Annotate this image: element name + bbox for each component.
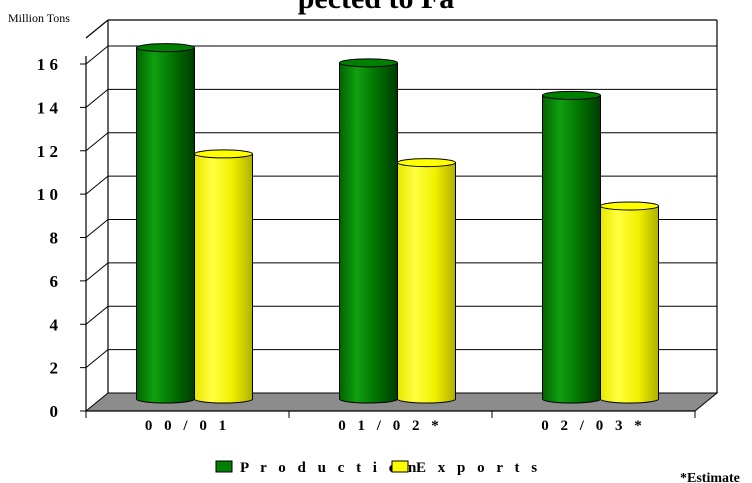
y-tick-label: 6 bbox=[50, 272, 59, 291]
bar-top bbox=[397, 158, 456, 168]
x-tick-label: 0 2 / 0 3 * bbox=[541, 418, 645, 434]
bar bbox=[339, 58, 398, 404]
y-axis-label: Million Tons bbox=[8, 11, 70, 25]
gridline-side bbox=[85, 132, 109, 152]
bar bbox=[600, 201, 659, 404]
y-axis: 0 2 4 6 8 1 0 1 2 1 4 1 6 bbox=[37, 55, 87, 421]
bar-top bbox=[194, 149, 253, 159]
bar-top bbox=[339, 58, 398, 68]
y-tick-label: 1 4 bbox=[37, 98, 59, 117]
bar-body bbox=[600, 205, 659, 404]
legend-swatch bbox=[391, 460, 409, 473]
bar bbox=[542, 90, 601, 404]
x-axis: 0 0 / 0 1 0 1 / 0 2 * 0 2 / 0 3 * bbox=[85, 410, 696, 434]
gridline-side bbox=[85, 175, 109, 195]
bars bbox=[136, 43, 659, 404]
bar-body bbox=[397, 162, 456, 404]
x-tick-label: 0 1 / 0 2 * bbox=[338, 418, 442, 434]
bar bbox=[194, 149, 253, 404]
x-tick-label: 0 0 / 0 1 bbox=[145, 418, 230, 434]
y-tick-label: 1 2 bbox=[37, 142, 58, 161]
gridline-side bbox=[85, 305, 109, 325]
bar-body bbox=[136, 47, 195, 404]
bar-body bbox=[542, 94, 601, 404]
gridline-side bbox=[85, 219, 109, 238]
gridline-side bbox=[85, 349, 109, 369]
bar bbox=[397, 158, 456, 404]
y-tick-label: 8 bbox=[50, 229, 59, 248]
legend: P r o d u c t i o nE x p o r t s bbox=[215, 460, 541, 476]
gridline-side bbox=[85, 45, 109, 65]
y-tick-label: 1 6 bbox=[37, 55, 58, 74]
bar-top bbox=[136, 43, 195, 53]
bar-top bbox=[542, 90, 601, 100]
footnote: *Estimate bbox=[680, 471, 740, 483]
legend-label: E x p o r t s bbox=[416, 460, 541, 476]
bar-top bbox=[600, 201, 659, 211]
bar-body bbox=[194, 153, 253, 404]
y-tick-label: 1 0 bbox=[37, 185, 58, 204]
y-tick-label: 2 bbox=[50, 359, 59, 378]
gridline-side bbox=[85, 88, 109, 108]
plot-frame bbox=[85, 19, 718, 393]
legend-label: P r o d u c t i o n bbox=[240, 460, 420, 476]
gridline-side bbox=[85, 262, 109, 282]
legend-swatch bbox=[215, 460, 233, 473]
bar bbox=[136, 43, 195, 404]
y-tick-label: 4 bbox=[50, 315, 59, 334]
y-tick-label: 0 bbox=[50, 402, 59, 421]
chart-title: pected to Fa bbox=[298, 0, 455, 15]
bar-body bbox=[339, 62, 398, 404]
